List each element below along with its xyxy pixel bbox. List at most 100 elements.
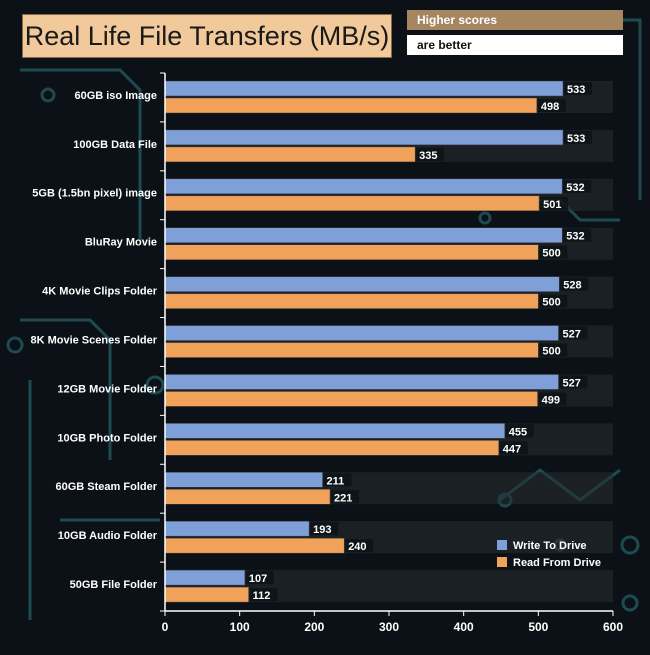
write-bar <box>164 80 564 97</box>
value-label: 528 <box>563 280 581 292</box>
value-label: 240 <box>348 541 366 553</box>
value-label: 221 <box>334 492 352 504</box>
read-bar <box>164 97 538 114</box>
value-label-bg <box>540 196 569 210</box>
value-label: 527 <box>562 377 580 389</box>
legend: Write To Drive Read From Drive <box>497 540 601 569</box>
value-label: 532 <box>566 231 584 243</box>
value-label: 500 <box>542 346 560 358</box>
read-bar <box>164 244 539 260</box>
write-bar <box>164 472 323 488</box>
category-label: 100GB Data File <box>73 139 157 151</box>
value-label: 527 <box>562 329 580 341</box>
legend-swatch-write <box>497 540 507 550</box>
value-labels: 5334985333355325015325005285005275005274… <box>245 82 592 602</box>
circuit-trace <box>20 318 112 460</box>
category-label: 50GB File Folder <box>70 579 158 591</box>
value-label-bg <box>563 179 592 193</box>
read-bar <box>164 586 249 603</box>
circuit-node <box>145 375 165 395</box>
write-bar <box>164 374 559 390</box>
circuit-node <box>478 211 492 225</box>
value-label-bg <box>559 326 588 340</box>
read-bar <box>164 391 538 407</box>
value-label: 533 <box>567 84 585 96</box>
value-label-bg <box>249 588 278 602</box>
legend-label-write: Write To Drive <box>513 540 587 552</box>
circuit-node <box>6 336 24 354</box>
read-bar <box>164 342 539 358</box>
circuit-node <box>620 535 640 555</box>
note-higher-scores: Higher scores <box>407 10 623 30</box>
value-label-bg <box>539 343 568 357</box>
value-label: 211 <box>327 475 345 487</box>
value-label-bg <box>559 375 588 389</box>
circuit-trace <box>20 68 142 240</box>
x-tick-label: 500 <box>528 620 548 634</box>
bars <box>164 80 564 603</box>
read-bar <box>164 440 500 456</box>
circuit-node <box>40 87 56 103</box>
value-label-bg <box>538 392 567 406</box>
category-label: 10GB Photo Folder <box>57 432 157 444</box>
value-label: 455 <box>509 426 527 438</box>
read-bar <box>164 537 345 554</box>
read-bar <box>164 195 540 212</box>
write-bar <box>164 423 505 439</box>
x-tick-label: 0 <box>162 620 169 634</box>
value-label-bg <box>539 294 568 308</box>
value-label-bg <box>416 147 445 161</box>
axes: 0 100 200 300 400 500 600 <box>160 72 623 634</box>
x-tick-label: 100 <box>230 620 250 634</box>
value-label: 501 <box>543 199 561 211</box>
value-label-bg <box>505 424 534 438</box>
value-label-bg <box>245 571 274 585</box>
value-label-bg <box>537 99 566 112</box>
category-label: 60GB Steam Folder <box>56 481 158 493</box>
x-tick-label: 300 <box>379 620 399 634</box>
value-label-bg <box>560 277 589 291</box>
value-label-bg <box>310 522 339 536</box>
write-bar <box>164 129 564 146</box>
value-label: 500 <box>542 297 560 309</box>
category-label: 60GB iso Image <box>74 90 157 102</box>
category-label: 12GB Movie Folder <box>57 383 157 395</box>
write-bar <box>164 325 559 341</box>
value-label: 335 <box>419 150 437 162</box>
value-label: 533 <box>567 133 585 145</box>
category-label: 10GB Audio Folder <box>58 530 158 542</box>
note-are-better: are better <box>407 35 623 55</box>
value-label-bg <box>563 130 592 144</box>
category-label: 4K Movie Clips Folder <box>42 286 158 298</box>
value-label: 499 <box>542 394 560 406</box>
legend-label-read: Read From Drive <box>513 557 601 569</box>
value-label-bg <box>539 245 568 259</box>
value-label: 112 <box>253 590 271 602</box>
read-bar <box>164 146 416 163</box>
value-label-bg <box>345 539 374 553</box>
write-bar <box>164 178 563 195</box>
value-label: 498 <box>541 101 559 113</box>
value-label-bg <box>563 228 592 242</box>
write-bar <box>164 227 563 243</box>
value-label: 107 <box>249 573 267 585</box>
legend-swatch-read <box>497 557 507 567</box>
circuit-node <box>621 594 639 612</box>
value-label: 532 <box>566 182 584 194</box>
value-label-bg <box>323 473 352 487</box>
write-bar <box>164 569 246 586</box>
value-label-bg <box>499 441 528 455</box>
category-label: 8K Movie Scenes Folder <box>30 334 157 346</box>
category-labels: 60GB iso Image 100GB Data File 5GB (1.5bn … <box>30 90 157 591</box>
value-label: 193 <box>313 524 331 536</box>
x-tick-label: 600 <box>603 620 623 634</box>
value-label: 447 <box>503 443 521 455</box>
value-label-bg <box>563 82 592 95</box>
write-bar <box>164 520 310 537</box>
value-label-bg <box>331 490 360 504</box>
write-bar <box>164 276 560 292</box>
read-bar <box>164 489 331 505</box>
x-tick-label: 200 <box>304 620 324 634</box>
read-bar <box>164 293 539 309</box>
